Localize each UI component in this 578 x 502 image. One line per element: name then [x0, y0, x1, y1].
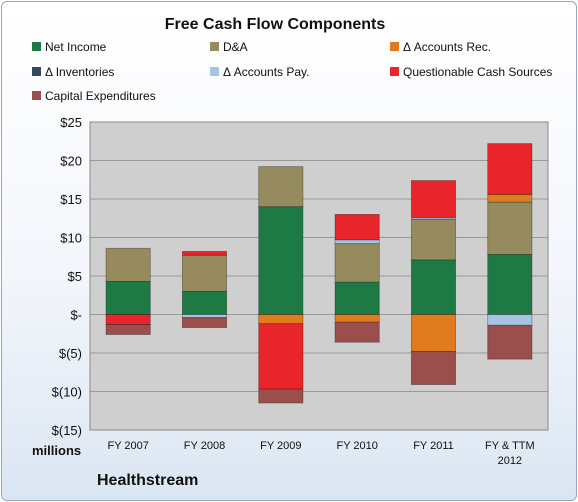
legend-item-accounts-rec: Δ Accounts Rec.	[390, 40, 491, 54]
x-tick-label: FY & TTM	[485, 440, 535, 452]
x-tick-label: 2012	[498, 455, 522, 467]
legend-item-da: D&A	[210, 40, 248, 54]
bar-segment	[410, 259, 457, 315]
bar-segment	[334, 314, 380, 323]
bar-segment	[334, 239, 380, 245]
x-tick-label: FY 2009	[260, 440, 301, 452]
bar-segment	[410, 314, 457, 352]
y-tick-label: $10	[60, 231, 82, 246]
legend-swatch-accounts-rec	[390, 42, 399, 51]
bar-segment	[105, 324, 151, 335]
x-tick-label: FY 2011	[413, 440, 454, 452]
bar-segment	[258, 166, 304, 208]
legend-label: D&A	[223, 40, 248, 54]
bar-segment	[487, 143, 533, 195]
legend-item-net-income: Net Income	[32, 40, 106, 54]
x-tick-label: FY 2008	[184, 440, 225, 452]
legend-label: Questionable Cash Sources	[403, 65, 553, 79]
bar-segment	[105, 280, 151, 315]
y-tick-label: $(10)	[52, 385, 82, 400]
legend-item-inventories: Δ Inventories	[32, 65, 114, 79]
legend-swatch-questionable-cash	[390, 67, 399, 76]
bar-segment	[334, 281, 380, 315]
bar-segment	[181, 317, 228, 328]
bar-segment	[487, 324, 533, 360]
bar-segment	[487, 254, 533, 315]
x-tick-label: FY 2010	[336, 440, 377, 452]
legend-swatch-da	[210, 42, 219, 51]
y-tick-label: $20	[60, 154, 82, 169]
bar-segment	[410, 218, 457, 261]
bar-segment	[410, 351, 457, 385]
bar-segment	[181, 290, 228, 315]
bar-segment	[258, 323, 304, 390]
legend-label: Capital Expenditures	[45, 89, 156, 103]
bar-segment	[258, 314, 304, 325]
y-tick-label: $25	[60, 115, 82, 130]
legend-swatch-accounts-pay	[210, 67, 219, 76]
y-tick-label: $(5)	[59, 346, 82, 361]
legend-item-questionable-cash: Questionable Cash Sources	[390, 65, 552, 79]
legend-label: Δ Inventories	[45, 65, 115, 79]
bar-segment	[487, 193, 533, 203]
legend-swatch-net-income	[32, 42, 41, 51]
bar-segment	[258, 206, 304, 315]
legend-item-accounts-pay: Δ Accounts Pay.	[210, 65, 310, 79]
legend-label: Net Income	[45, 40, 107, 54]
y-tick-label: $-	[70, 308, 82, 323]
y-tick-label: $15	[60, 192, 82, 207]
bar-segment	[181, 250, 228, 256]
bar-segment	[181, 254, 228, 292]
bar-segment	[334, 213, 380, 241]
chart-title: Free Cash Flow Components	[164, 16, 386, 33]
legend-item-capex: Capital Expenditures	[32, 89, 156, 103]
units-label: millions	[32, 443, 82, 458]
bar-segment	[334, 243, 380, 283]
bar-segment	[105, 314, 151, 325]
plot-border	[89, 121, 549, 431]
x-tick-label: FY 2007	[107, 440, 148, 452]
bar-segment	[258, 388, 304, 404]
bar-segment	[105, 247, 151, 282]
bar-segment	[487, 314, 533, 326]
bar-segment	[334, 321, 380, 343]
legend-swatch-inventories	[32, 67, 41, 76]
bar-segment	[410, 180, 457, 218]
company-name: Healthstream	[97, 472, 199, 489]
y-tick-label: $5	[68, 269, 82, 284]
bar-segment	[181, 314, 228, 318]
legend-swatch-capex	[32, 91, 41, 100]
bar-segment	[487, 201, 533, 255]
legend-label: Δ Accounts Rec.	[403, 40, 492, 54]
legend-label: Δ Accounts Pay.	[223, 65, 310, 79]
y-tick-label: $(15)	[52, 423, 82, 438]
